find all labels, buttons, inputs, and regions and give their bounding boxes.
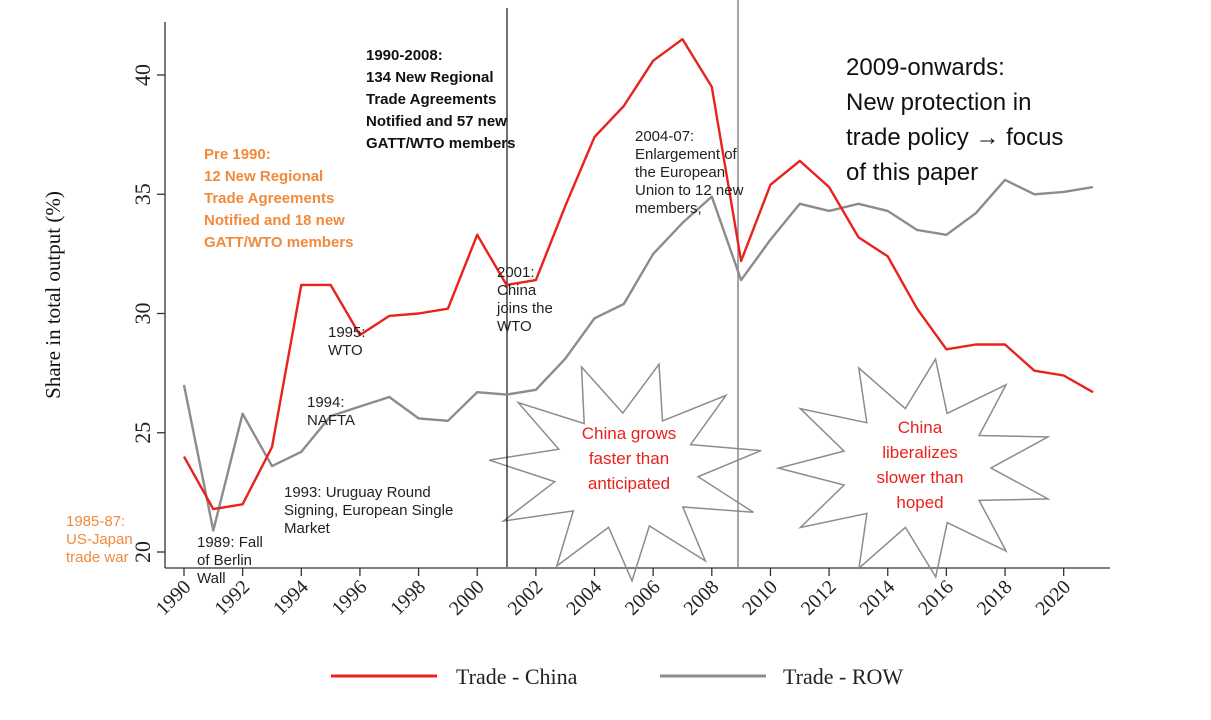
legend-label-row: Trade - ROW — [783, 664, 903, 689]
legend: Trade - China Trade - ROW — [331, 664, 903, 689]
starbursts — [488, 357, 1051, 584]
annotation-china-wto-2001: 2001: China joins the WTO — [497, 264, 553, 335]
x-tick-label: 2008 — [680, 576, 724, 620]
y-tick-label: 40 — [130, 64, 155, 86]
x-tick-label: 2020 — [1031, 576, 1075, 620]
x-tick-label: 2000 — [445, 576, 489, 620]
y-axis-label: Share in total output (%) — [41, 191, 65, 399]
x-tick-label: 2006 — [621, 576, 665, 620]
x-tick-label: 1998 — [386, 576, 430, 620]
annotation-berlin-wall: 1989: Fall of Berlin Wall — [197, 534, 263, 587]
series-line-trade-china — [182, 38, 1094, 511]
burst-text-liberalizes: China liberalizes slower than hoped — [876, 418, 964, 512]
x-tick-label: 2004 — [562, 576, 606, 620]
x-tick-label: 2012 — [797, 576, 841, 620]
y-tick-label: 35 — [130, 183, 155, 205]
annotation-pre-1990: Pre 1990: 12 New Regional Trade Agreemen… — [204, 146, 354, 251]
legend-label-china: Trade - China — [456, 664, 578, 689]
series-line-trade-row — [182, 178, 1094, 532]
annotation-1990-2008: 1990-2008: 134 New Regional Trade Agreem… — [366, 47, 516, 152]
annotation-nafta: 1994: NAFTA — [307, 394, 356, 429]
x-tick-label: 2018 — [973, 576, 1017, 620]
reference-lines — [506, 0, 739, 567]
x-tick-label: 1996 — [328, 576, 372, 620]
x-tick-label: 1994 — [269, 576, 313, 620]
series-group — [182, 38, 1094, 532]
annotation-uruguay-round: 1993: Uruguay Round Signing, European Si… — [284, 484, 454, 537]
x-tick-label: 2002 — [504, 576, 548, 620]
x-tick-label: 1990 — [152, 576, 196, 620]
x-tick-label: 2014 — [855, 576, 899, 620]
y-tick-label: 30 — [130, 303, 155, 325]
y-tick-label: 25 — [130, 422, 155, 444]
annotation-us-japan: 1985-87: US-Japan trade war — [66, 513, 133, 566]
starburst-2 — [775, 357, 1051, 579]
x-tick-label: 2016 — [914, 576, 958, 620]
y-tick-label: 20 — [130, 541, 155, 563]
starburst-1 — [488, 362, 762, 584]
annotation-eu-enlargement: 2004-07: Enlargement of the European Uni… — [635, 128, 744, 217]
burst-text-grows: China grows faster than anticipated — [581, 424, 677, 493]
x-tick-label: 2010 — [738, 576, 782, 620]
annotation-wto-1995: 1995: WTO — [328, 324, 366, 359]
annotation-2009-onwards: 2009-onwards: New protection in trade po… — [846, 54, 1064, 186]
